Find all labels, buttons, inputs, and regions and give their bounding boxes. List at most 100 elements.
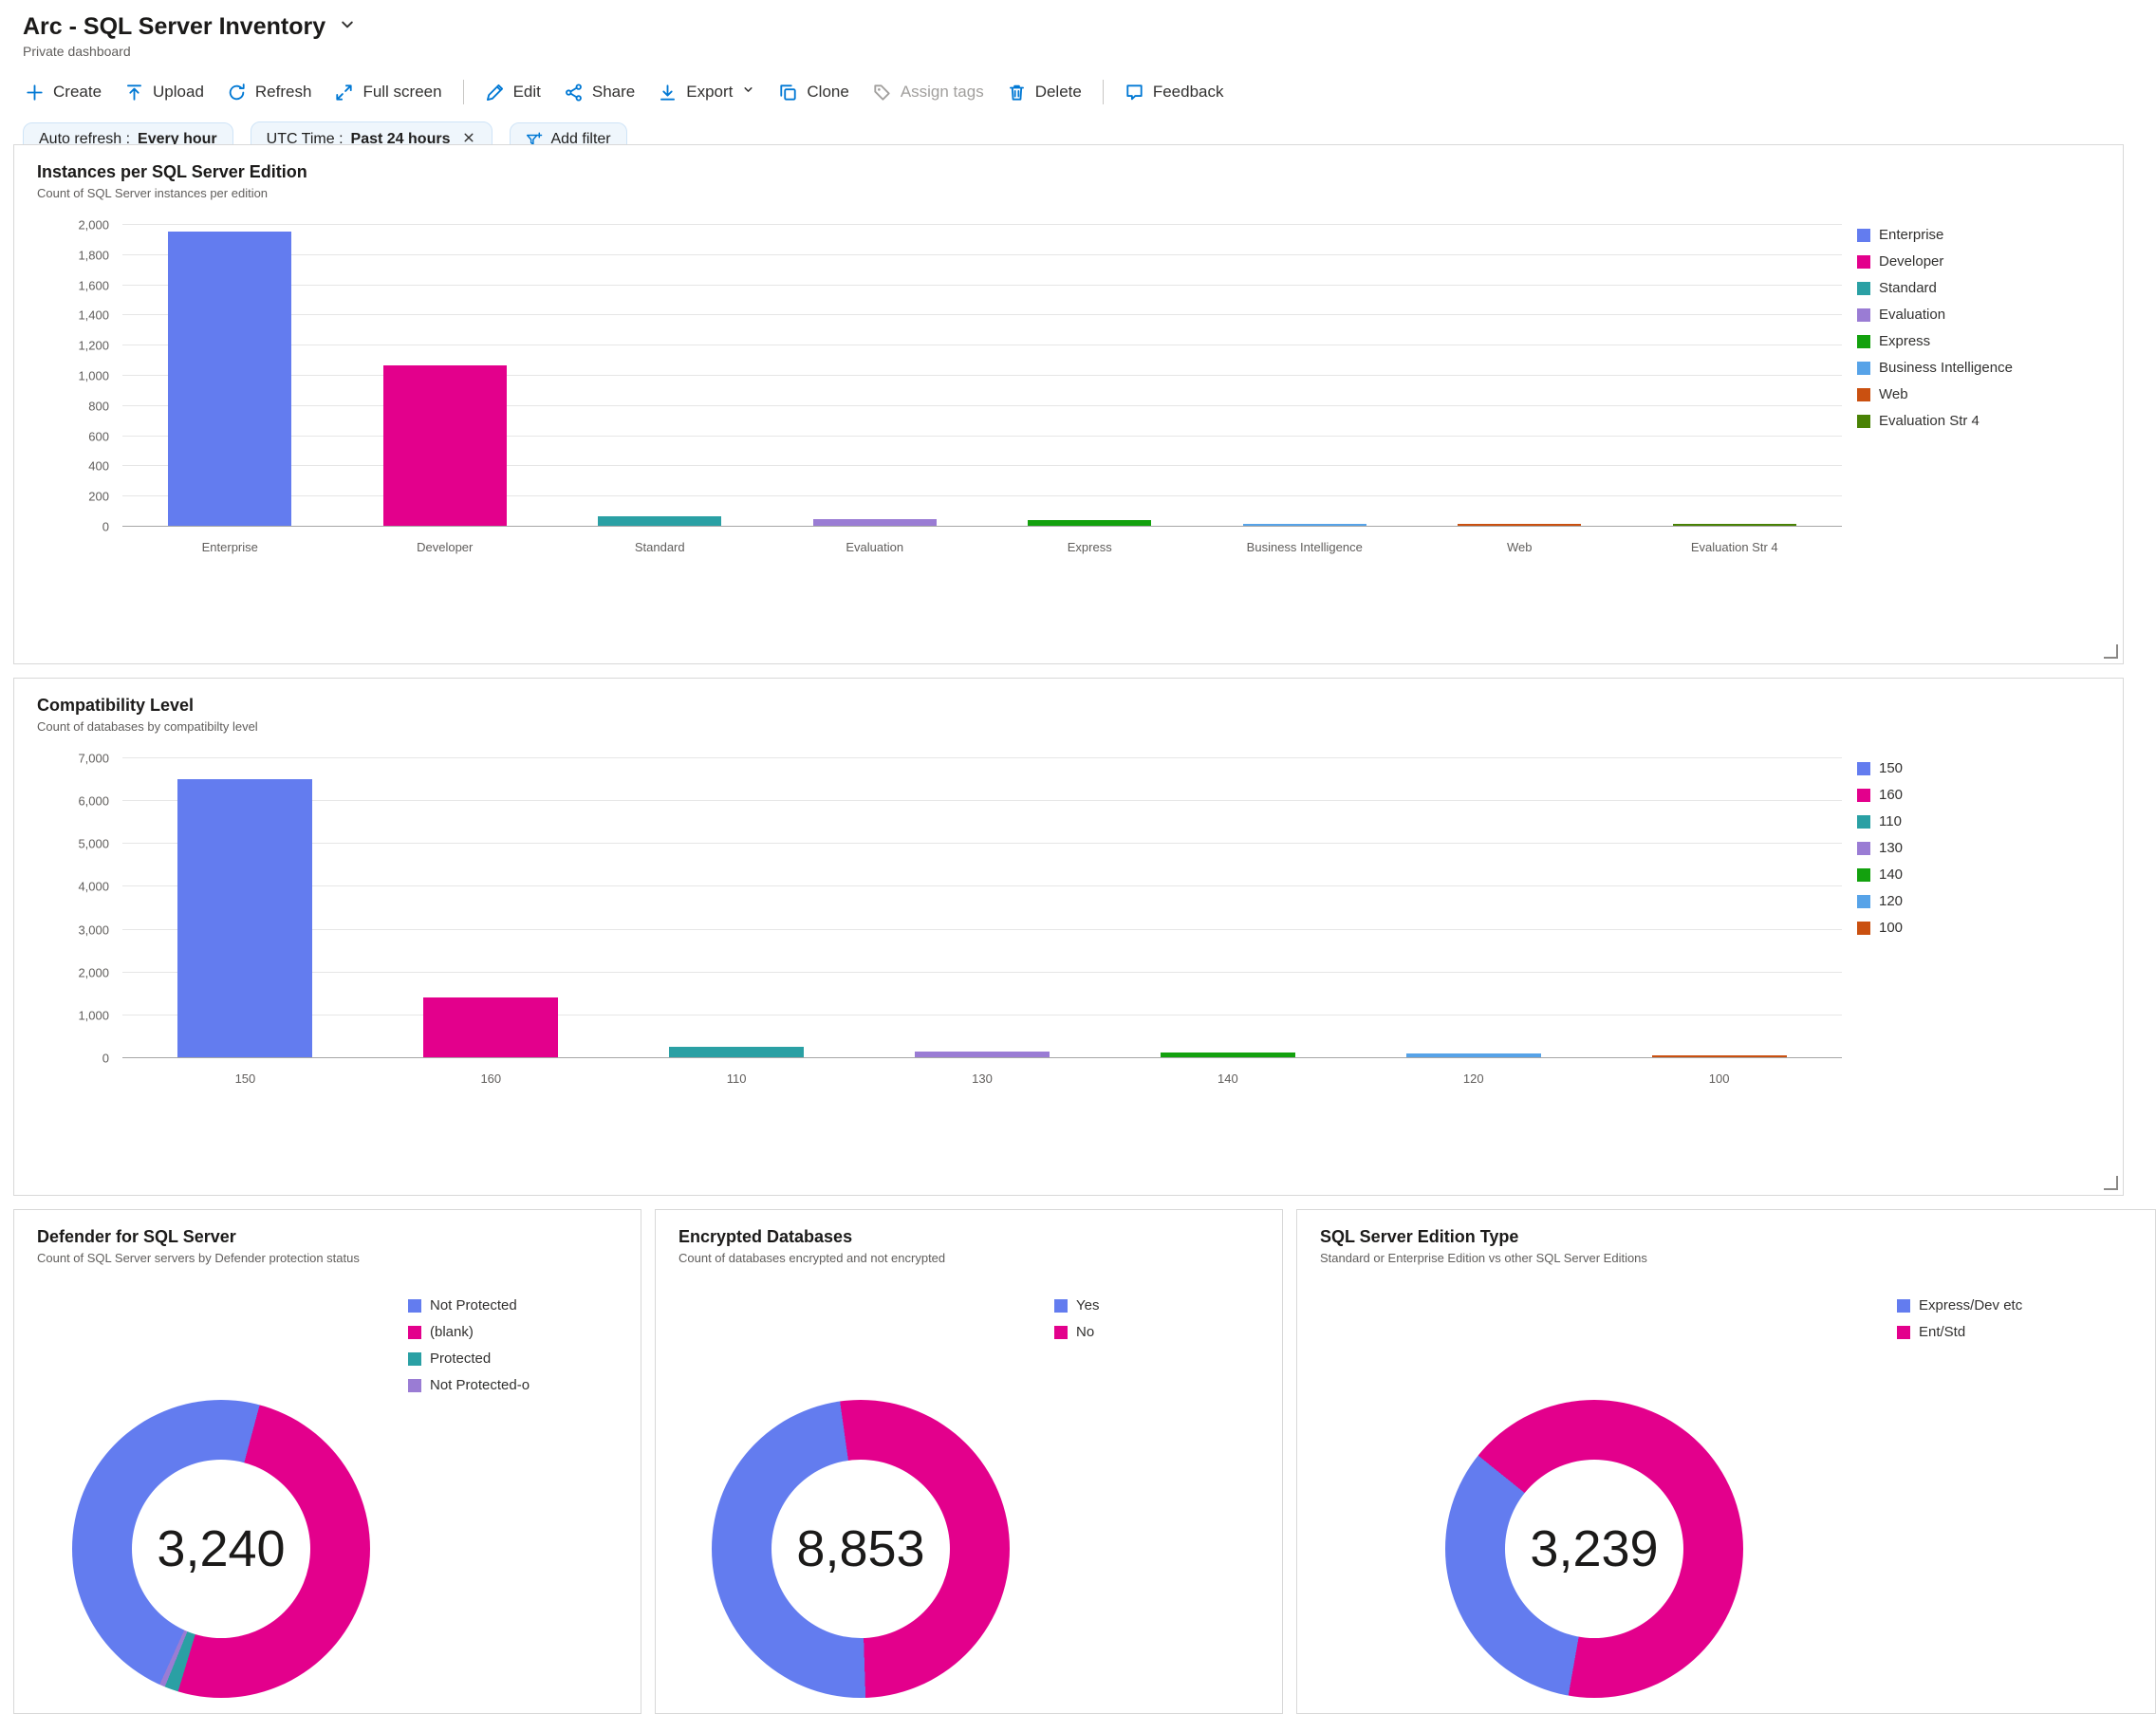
y-tick-label: 1,400 [78,307,109,323]
tile-sql-server-edition-type: SQL Server Edition Type Standard or Ente… [1296,1209,2156,1714]
legend-item[interactable]: Not Protected [408,1297,530,1313]
donut-total: 8,853 [796,1520,925,1577]
bar-express[interactable] [1028,519,1152,526]
donut-center: 3,240 [132,1460,310,1638]
upload-button[interactable]: Upload [113,76,215,109]
auto-refresh-filter-pill[interactable]: Auto refresh : Every hour [23,121,233,157]
legend-swatch [1857,841,1870,855]
legend-item[interactable]: Evaluation [1857,307,2100,323]
legend-item[interactable]: Evaluation Str 4 [1857,413,2100,429]
legend-item[interactable]: 100 [1857,920,2100,936]
legend-item[interactable]: 160 [1857,787,2100,803]
bar-evaluation[interactable] [812,518,937,526]
resize-handle[interactable] [2104,1176,2118,1190]
bar-developer[interactable] [382,365,507,526]
bar-enterprise[interactable] [168,231,292,526]
y-tick-label: 600 [88,429,109,444]
legend-item[interactable]: Ent/Std [1897,1324,2022,1340]
bar-evaluation-str-4[interactable] [1672,524,1796,526]
upload-label: Upload [153,83,204,101]
tile-instances-per-edition: Instances per SQL Server Edition Count o… [13,144,2124,664]
gridline [122,375,1842,376]
bar-100[interactable] [1651,1055,1787,1057]
legend-label: Express [1879,333,1931,349]
feedback-button[interactable]: Feedback [1113,76,1236,109]
legend-item[interactable]: Express [1857,333,2100,349]
bar-web[interactable] [1458,524,1582,526]
bar-standard[interactable] [598,516,722,526]
legend-item[interactable]: Web [1857,386,2100,402]
y-tick-label: 1,600 [78,278,109,293]
chart-legend: 150 160 110 130 140 120 100 [1842,758,2100,1086]
y-tick-label: 400 [88,458,109,474]
legend-item[interactable]: 120 [1857,893,2100,909]
legend-label: 110 [1879,813,1902,829]
delete-button[interactable]: Delete [995,76,1093,109]
legend-item[interactable]: (blank) [408,1324,530,1340]
export-button[interactable]: Export [646,76,767,109]
legend-item[interactable]: Developer [1857,253,2100,270]
bar-110[interactable] [669,1046,805,1057]
legend-swatch [408,1351,421,1366]
tile-subtitle: Count of databases by compatibilty level [37,719,258,734]
x-tick-label: Evaluation [846,540,904,554]
create-button[interactable]: Create [13,76,113,109]
clone-icon [778,83,798,102]
bar-130[interactable] [915,1052,1050,1057]
y-axis-labels: 0 200 400 600 800 1,000 1,200 1,400 1,600 1,800 2,… [37,218,122,534]
legend-item[interactable]: Not Protected-o [408,1377,530,1393]
legend-label: 130 [1879,840,1904,856]
legend-item[interactable]: No [1054,1324,1099,1340]
bar-business-intelligence[interactable] [1242,524,1366,526]
bar-150[interactable] [177,778,313,1057]
legend-item[interactable]: Yes [1054,1297,1099,1313]
donut-chart[interactable]: 8,853 [712,1400,1010,1698]
toolbar-separator [1102,80,1104,104]
clone-label: Clone [807,83,849,101]
legend-label: Yes [1076,1297,1100,1313]
tile-defender-for-sql-server: Defender for SQL Server Count of SQL Ser… [13,1209,641,1714]
y-tick-label: 7,000 [78,751,109,766]
resize-handle[interactable] [2104,644,2118,659]
x-tick-label: Web [1507,540,1533,554]
bar-chart: 0 1,000 2,000 3,000 4,000 5,000 6,000 7,000 150… [37,752,2100,1087]
utc-time-label: UTC Time : [266,130,344,147]
share-icon [564,83,584,102]
bar-160[interactable] [423,997,559,1057]
remove-filter-button[interactable] [461,130,476,148]
legend-item[interactable]: Protected [408,1351,530,1367]
legend-item[interactable]: Enterprise [1857,227,2100,243]
x-tick-label: Business Intelligence [1246,540,1363,554]
clone-button[interactable]: Clone [767,76,860,109]
legend-item[interactable]: Business Intelligence [1857,360,2100,376]
tile-subtitle: Standard or Enterprise Edition vs other … [1320,1251,1647,1265]
legend-label: Web [1879,386,1908,402]
gridline [122,526,1842,527]
legend-item[interactable]: 140 [1857,866,2100,883]
legend-label: Ent/Std [1919,1324,1966,1340]
chevron-down-icon [741,83,755,102]
y-tick-label: 5,000 [78,836,109,851]
gridline [122,224,1842,225]
edit-button[interactable]: Edit [474,76,552,109]
legend-item[interactable]: 150 [1857,760,2100,776]
donut-chart[interactable]: 3,239 [1445,1400,1743,1698]
share-button[interactable]: Share [552,76,646,109]
x-tick-label: Evaluation Str 4 [1690,540,1778,554]
donut-chart[interactable]: 3,240 [72,1400,370,1698]
bar-120[interactable] [1405,1053,1541,1057]
legend-item[interactable]: 110 [1857,813,2100,829]
fullscreen-button[interactable]: Full screen [323,76,453,109]
refresh-button[interactable]: Refresh [215,76,324,109]
bar-140[interactable] [1160,1053,1295,1057]
x-tick-label: 110 [726,1071,747,1086]
gridline [122,843,1842,845]
legend-item[interactable]: Express/Dev etc [1897,1297,2022,1313]
legend-item[interactable]: 130 [1857,840,2100,856]
chevron-down-icon[interactable] [337,14,358,40]
gridline [122,1057,1842,1058]
legend-item[interactable]: Standard [1857,280,2100,296]
tile-title: Compatibility Level [37,696,195,715]
legend-label: Evaluation [1879,307,1946,323]
